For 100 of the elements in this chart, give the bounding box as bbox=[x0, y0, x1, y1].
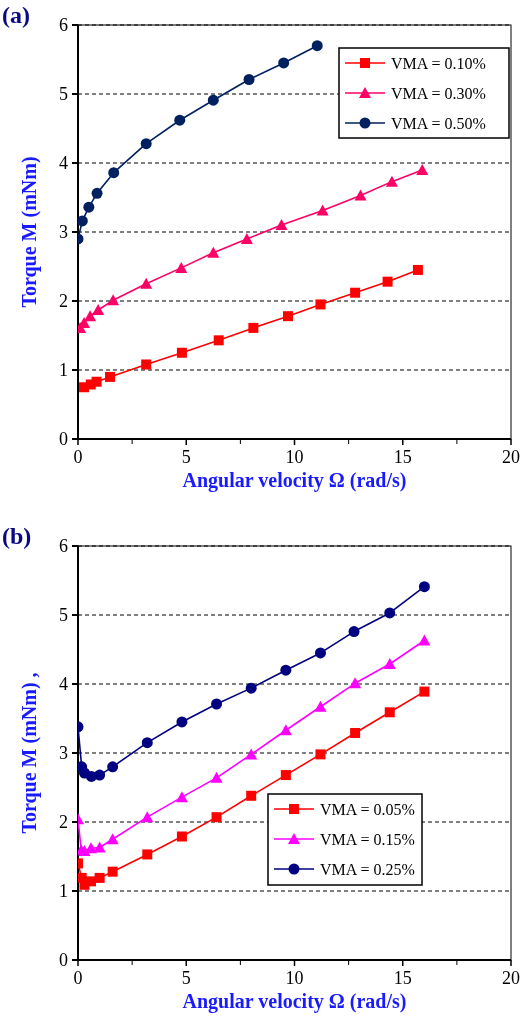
point bbox=[311, 40, 323, 52]
x-tick-label: 20 bbox=[502, 968, 520, 988]
y-tick-label: 2 bbox=[59, 291, 68, 312]
x-tick-label: 10 bbox=[285, 968, 304, 988]
y-tick-label: 2 bbox=[59, 812, 68, 833]
point bbox=[412, 264, 423, 275]
point bbox=[207, 246, 220, 258]
point bbox=[83, 201, 95, 213]
point bbox=[94, 769, 106, 781]
point bbox=[280, 770, 291, 781]
x-tick-label: 0 bbox=[73, 968, 83, 988]
y-tick-label: 0 bbox=[59, 950, 68, 971]
legend-label: VMA = 0.15% bbox=[320, 830, 415, 848]
point bbox=[91, 187, 103, 199]
y-tick-label: 4 bbox=[59, 153, 68, 174]
x-tick-label: 10 bbox=[285, 447, 304, 467]
point bbox=[106, 833, 119, 845]
point bbox=[140, 138, 152, 150]
y-axis-title: Torque M (mNm) bbox=[18, 156, 41, 308]
point bbox=[141, 737, 153, 749]
point bbox=[140, 277, 153, 289]
point bbox=[418, 581, 430, 593]
y-tick-label: 5 bbox=[59, 605, 68, 626]
point bbox=[245, 682, 257, 694]
point bbox=[314, 700, 327, 712]
point bbox=[354, 189, 367, 201]
x-axis-title: Angular velocity Ω (rad/s) bbox=[182, 990, 407, 1013]
y-tick-label: 4 bbox=[59, 674, 68, 695]
point bbox=[92, 303, 105, 315]
point bbox=[141, 811, 154, 823]
x-tick-label: 5 bbox=[181, 447, 191, 467]
point bbox=[245, 748, 258, 760]
y-tick-label: 1 bbox=[59, 881, 68, 902]
point bbox=[176, 347, 187, 358]
point bbox=[278, 57, 290, 69]
point bbox=[176, 831, 187, 842]
point bbox=[142, 849, 153, 860]
point bbox=[240, 232, 253, 244]
y-tick-label: 3 bbox=[59, 222, 68, 243]
legend-label: VMA = 0.10% bbox=[391, 54, 486, 72]
point bbox=[418, 634, 431, 646]
point bbox=[246, 790, 257, 801]
chart-title: (b) bbox=[2, 523, 32, 549]
y-axis-title: Torque M (mNm) , bbox=[18, 672, 41, 834]
x-tick-label: 20 bbox=[502, 447, 520, 467]
point bbox=[91, 376, 102, 387]
x-tick-label: 0 bbox=[73, 447, 83, 467]
point bbox=[248, 322, 259, 333]
point bbox=[385, 175, 398, 187]
point bbox=[419, 686, 430, 697]
point bbox=[108, 167, 120, 179]
y-tick-label: 1 bbox=[59, 360, 68, 381]
point bbox=[107, 294, 120, 306]
point bbox=[78, 215, 88, 227]
point bbox=[107, 761, 119, 773]
x-tick-label: 5 bbox=[181, 968, 191, 988]
y-tick-label: 6 bbox=[59, 15, 68, 36]
point bbox=[384, 707, 395, 718]
point bbox=[105, 371, 116, 382]
point bbox=[211, 812, 222, 823]
point bbox=[383, 657, 396, 669]
point bbox=[416, 163, 429, 175]
y-tick-label: 5 bbox=[59, 84, 68, 105]
point bbox=[174, 114, 186, 126]
point bbox=[141, 359, 152, 370]
point bbox=[175, 791, 188, 803]
point bbox=[384, 607, 396, 619]
y-tick-label: 0 bbox=[59, 429, 68, 450]
point bbox=[210, 771, 223, 783]
legend-label: VMA = 0.25% bbox=[320, 860, 415, 878]
point bbox=[213, 335, 224, 346]
point bbox=[85, 876, 96, 887]
point bbox=[350, 727, 361, 738]
x-axis-title: Angular velocity Ω (rad/s) bbox=[182, 469, 407, 492]
point bbox=[207, 94, 219, 106]
y-tick-label: 3 bbox=[59, 743, 68, 764]
point bbox=[350, 287, 361, 298]
x-tick-label: 15 bbox=[393, 447, 412, 467]
point bbox=[279, 724, 292, 736]
point bbox=[280, 664, 292, 676]
legend-label: VMA = 0.50% bbox=[391, 114, 486, 132]
point bbox=[275, 219, 288, 231]
point bbox=[316, 204, 329, 216]
point bbox=[348, 626, 360, 638]
point bbox=[84, 310, 97, 322]
point bbox=[176, 716, 188, 728]
legend-label: VMA = 0.05% bbox=[320, 800, 415, 818]
point bbox=[243, 74, 255, 86]
point bbox=[283, 311, 294, 322]
chart-title: (a) bbox=[2, 2, 30, 28]
point bbox=[315, 749, 326, 760]
point bbox=[382, 276, 393, 287]
point bbox=[314, 647, 326, 659]
legend-label: VMA = 0.30% bbox=[391, 84, 486, 102]
point bbox=[315, 299, 326, 310]
x-tick-label: 15 bbox=[393, 968, 412, 988]
point bbox=[175, 261, 188, 273]
point bbox=[349, 677, 362, 689]
y-tick-label: 6 bbox=[59, 536, 68, 557]
point bbox=[107, 866, 118, 877]
